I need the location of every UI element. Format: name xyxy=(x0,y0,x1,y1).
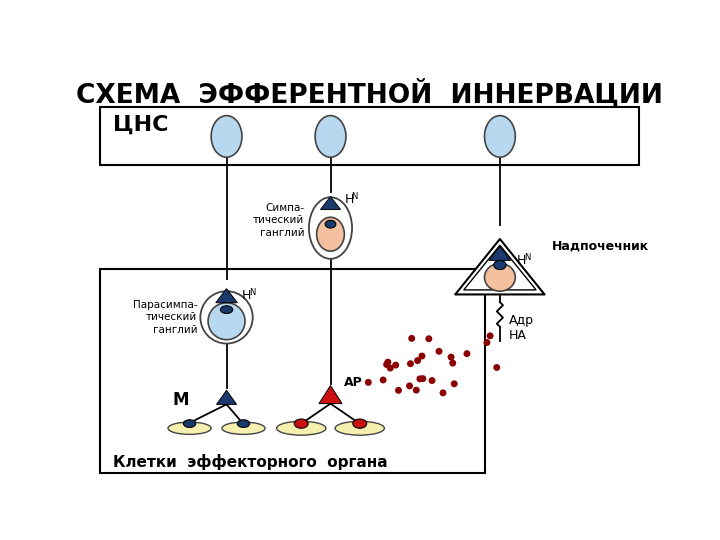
Ellipse shape xyxy=(353,419,366,428)
Ellipse shape xyxy=(238,420,250,428)
Circle shape xyxy=(383,361,390,368)
Text: N: N xyxy=(523,253,530,262)
Ellipse shape xyxy=(184,420,196,428)
Ellipse shape xyxy=(317,217,344,251)
Text: СХЕМА  ЭФФЕРЕНТНОЙ  ИННЕРВАЦИИ: СХЕМА ЭФФЕРЕНТНОЙ ИННЕРВАЦИИ xyxy=(76,79,662,109)
Ellipse shape xyxy=(294,419,308,428)
Ellipse shape xyxy=(220,306,233,314)
Circle shape xyxy=(416,375,423,382)
Circle shape xyxy=(365,379,372,386)
Circle shape xyxy=(464,350,470,357)
Circle shape xyxy=(387,364,394,372)
Ellipse shape xyxy=(325,220,336,228)
Polygon shape xyxy=(217,390,237,404)
Text: H: H xyxy=(242,289,251,302)
Circle shape xyxy=(451,380,458,387)
Ellipse shape xyxy=(494,260,506,269)
Text: H: H xyxy=(517,254,526,267)
Circle shape xyxy=(395,387,402,394)
Circle shape xyxy=(384,359,391,366)
Text: М: М xyxy=(172,391,189,409)
Text: ЦНС: ЦНС xyxy=(113,115,169,135)
Bar xyxy=(99,107,639,165)
Text: N: N xyxy=(249,288,256,297)
Ellipse shape xyxy=(200,291,253,343)
Ellipse shape xyxy=(485,264,516,291)
Circle shape xyxy=(487,332,494,339)
Circle shape xyxy=(448,354,454,361)
Ellipse shape xyxy=(276,421,326,435)
Polygon shape xyxy=(489,246,510,260)
Circle shape xyxy=(408,335,415,342)
Ellipse shape xyxy=(309,197,352,259)
Text: N: N xyxy=(351,192,358,201)
Ellipse shape xyxy=(335,421,384,435)
Text: Надпочечник: Надпочечник xyxy=(552,240,649,253)
Ellipse shape xyxy=(211,116,242,157)
Circle shape xyxy=(428,377,436,384)
Bar xyxy=(99,269,485,473)
Circle shape xyxy=(392,362,399,369)
Ellipse shape xyxy=(315,116,346,157)
Text: H: H xyxy=(344,193,354,206)
Text: АР: АР xyxy=(344,375,363,389)
Text: Парасимпа-
тический
ганглий: Парасимпа- тический ганглий xyxy=(132,300,197,335)
Circle shape xyxy=(414,357,421,364)
Circle shape xyxy=(406,382,413,389)
Ellipse shape xyxy=(168,422,211,434)
Text: Клетки  эффекторного  органа: Клетки эффекторного органа xyxy=(113,454,388,470)
Circle shape xyxy=(413,387,420,394)
Circle shape xyxy=(449,360,456,367)
Polygon shape xyxy=(216,289,238,303)
Circle shape xyxy=(379,376,387,383)
Ellipse shape xyxy=(208,303,245,340)
Circle shape xyxy=(426,335,432,342)
Polygon shape xyxy=(455,239,544,294)
Ellipse shape xyxy=(222,422,265,434)
Circle shape xyxy=(436,348,443,355)
Circle shape xyxy=(493,364,500,371)
Text: Адр
НА: Адр НА xyxy=(509,314,534,342)
Circle shape xyxy=(484,339,490,346)
Polygon shape xyxy=(320,197,341,210)
Circle shape xyxy=(407,360,414,367)
Polygon shape xyxy=(319,386,342,403)
Circle shape xyxy=(419,375,426,382)
Circle shape xyxy=(418,353,426,360)
Text: Симпа-
тический
ганглий: Симпа- тический ганглий xyxy=(253,203,305,238)
Ellipse shape xyxy=(485,116,516,157)
Circle shape xyxy=(439,389,446,396)
Polygon shape xyxy=(464,245,536,290)
